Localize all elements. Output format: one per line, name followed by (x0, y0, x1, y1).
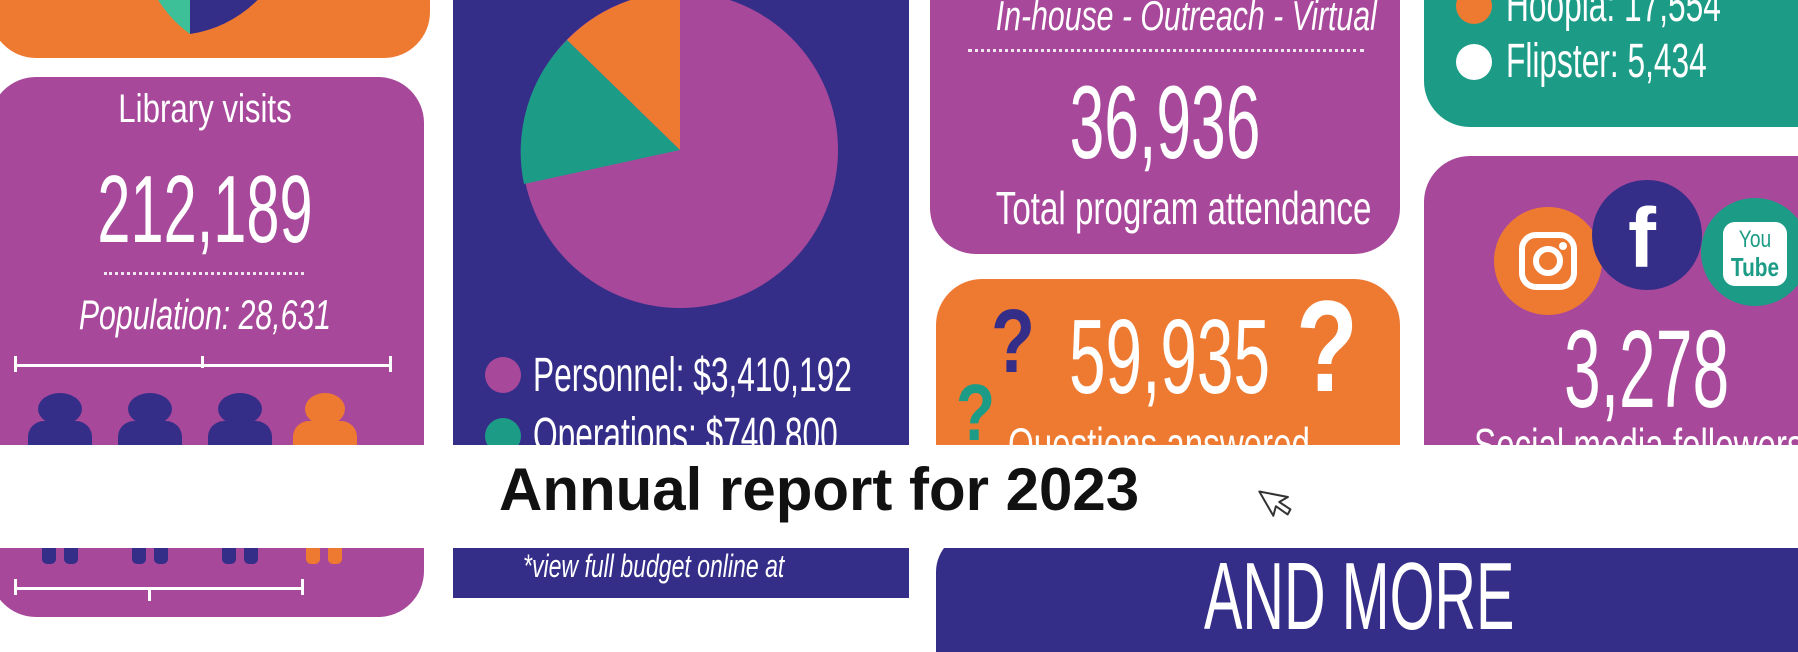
library-visits-label: Library visits (118, 87, 292, 131)
bracket-tick-right (389, 356, 392, 372)
mouse-cursor-icon (1258, 490, 1294, 518)
dotted-divider (104, 272, 304, 275)
partial-pie-chart (158, 0, 258, 34)
facebook-icon[interactable]: f (1592, 180, 1702, 290)
title-banner (0, 445, 1798, 548)
questions-value: 59,935 (1069, 298, 1271, 416)
youtube-icon[interactable]: You Tube (1701, 198, 1798, 306)
budget-footnote: *view full budget online at (523, 548, 785, 584)
bracket-tick-left (14, 356, 17, 372)
youtube-badge (1723, 222, 1787, 286)
legend-personnel-label: Personnel: $3,410,192 (533, 349, 852, 402)
question-mark-icon: ? (1296, 279, 1358, 419)
question-mark-icon: ? (991, 292, 1035, 392)
dotted-divider (968, 49, 1364, 52)
question-mark-icon: ? (956, 368, 996, 457)
lower-bracket-tick-mid (148, 587, 151, 601)
and-more-card: AND MORE (936, 532, 1798, 652)
instagram-icon[interactable] (1494, 207, 1602, 315)
top-left-orange-card (0, 0, 430, 58)
banner-title: Annual report for 2023 (499, 456, 1140, 523)
lower-bracket-tick-right (301, 579, 304, 595)
facebook-glyph: f (1628, 191, 1656, 285)
pie-slice-operations (520, 40, 680, 184)
pie-slice-teal (158, 0, 190, 34)
hoopla-label: Hoopla: 17,554 (1506, 0, 1721, 32)
budget-pie-chart (520, 0, 838, 308)
program-attendance-card: In-house - Outreach - Virtual 36,936 Tot… (930, 0, 1400, 254)
program-subtitle: In-house - Outreach - Virtual (995, 0, 1377, 39)
library-visits-value: 212,189 (97, 156, 313, 263)
lower-bracket-line (14, 587, 304, 590)
legend-dot-personnel (485, 357, 521, 393)
flipster-label: Flipster: 5,434 (1506, 35, 1707, 88)
program-attendance-value: 36,936 (1069, 65, 1261, 181)
pie-slice-navy (190, 0, 258, 34)
pie-slice-orange (567, 0, 680, 150)
youtube-text-top: You (1738, 226, 1772, 253)
lower-bracket-tick-left (14, 579, 17, 595)
social-followers-value: 3,278 (1564, 308, 1730, 431)
instagram-glyph (1519, 232, 1577, 290)
legend-dot-flipster (1456, 44, 1492, 80)
and-more-label: AND MORE (1204, 543, 1515, 650)
youtube-text-bottom: Tube (1730, 252, 1780, 282)
digital-resources-card: Hoopla: 17,554 Flipster: 5,434 (1424, 0, 1798, 127)
program-attendance-label: Total program attendance (995, 182, 1372, 234)
population-text: Population: 28,631 (78, 291, 332, 338)
bracket-tick-mid (201, 356, 204, 368)
legend-dot-hoopla (1456, 0, 1492, 24)
